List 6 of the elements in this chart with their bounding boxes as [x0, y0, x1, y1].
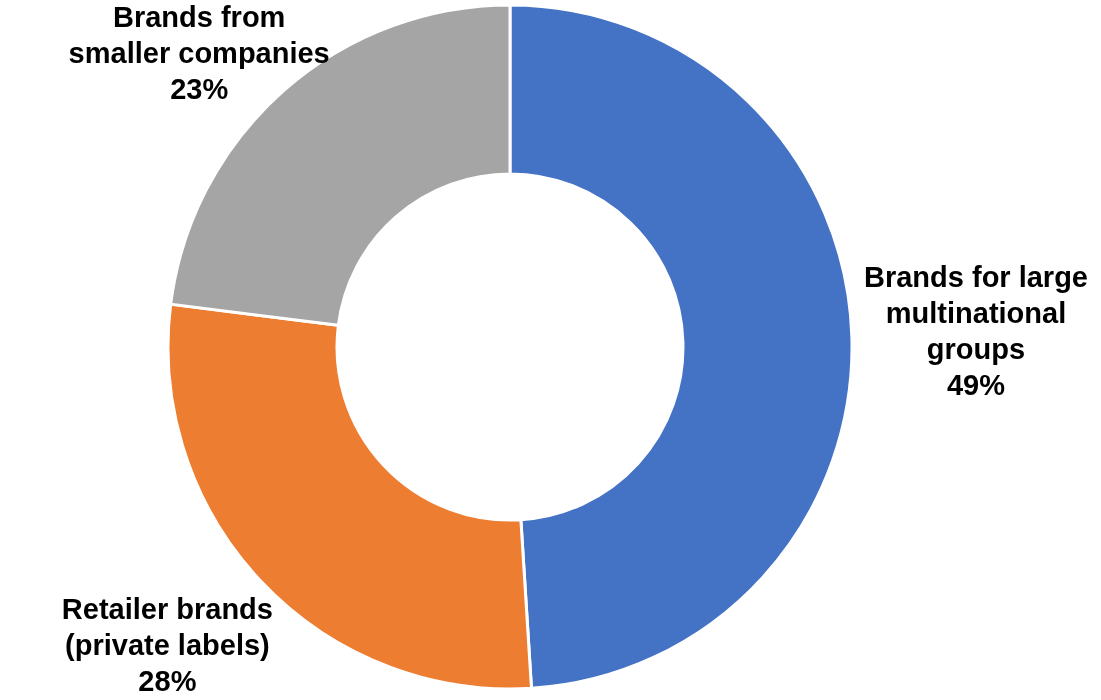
slice-label: Brands from smaller companies [68, 1, 330, 69]
slice-label: Brands for large multinational groups [864, 261, 1088, 366]
data-label: 28% [138, 665, 197, 697]
slice-label: Retailer brands (private labels) [61, 593, 273, 661]
data-label: 23% [170, 73, 229, 105]
data-label: 49% [946, 369, 1006, 402]
